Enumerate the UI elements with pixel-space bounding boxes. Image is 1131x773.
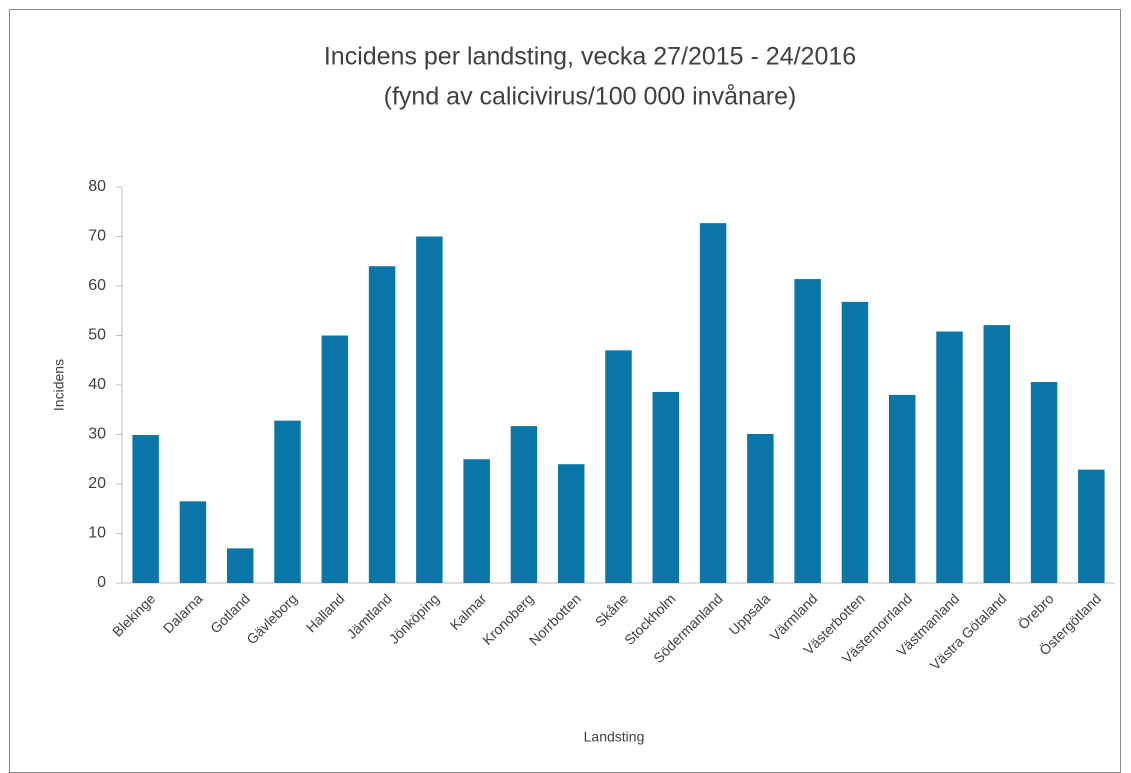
bar <box>274 420 301 583</box>
bar <box>983 325 1011 583</box>
bar <box>1030 382 1058 583</box>
y-tick-label: 70 <box>88 228 106 245</box>
chart-border <box>9 9 1121 773</box>
bar <box>416 236 443 583</box>
bar <box>794 279 821 583</box>
bar <box>888 394 916 583</box>
chart-subtitle: (fynd av calicivirus/100 000 invånare) <box>384 83 797 111</box>
chart-title: Incidens per landsting, vecka 27/2015 - … <box>324 43 856 71</box>
bar <box>936 331 963 583</box>
bar <box>510 426 538 583</box>
bar <box>321 335 349 583</box>
y-tick-label: 80 <box>88 178 106 195</box>
bar <box>841 301 869 583</box>
y-tick-label: 10 <box>88 525 106 542</box>
bar <box>463 459 490 583</box>
bar <box>179 501 207 583</box>
bar <box>132 434 159 583</box>
y-axis-title: Incidens <box>51 359 67 411</box>
y-tick-label: 50 <box>88 327 106 344</box>
bar <box>1078 469 1105 583</box>
bar <box>226 548 254 583</box>
y-tick-label: 0 <box>97 574 106 591</box>
bar <box>652 391 680 583</box>
bar <box>699 223 727 583</box>
y-tick-label: 40 <box>88 376 106 393</box>
bar <box>605 350 632 583</box>
x-axis-title: Landsting <box>584 729 645 745</box>
y-tick-label: 30 <box>88 426 106 443</box>
bar <box>747 434 774 583</box>
bar <box>368 266 396 583</box>
y-tick-label: 60 <box>88 277 106 294</box>
y-tick-label: 20 <box>88 475 106 492</box>
bar <box>557 464 585 583</box>
